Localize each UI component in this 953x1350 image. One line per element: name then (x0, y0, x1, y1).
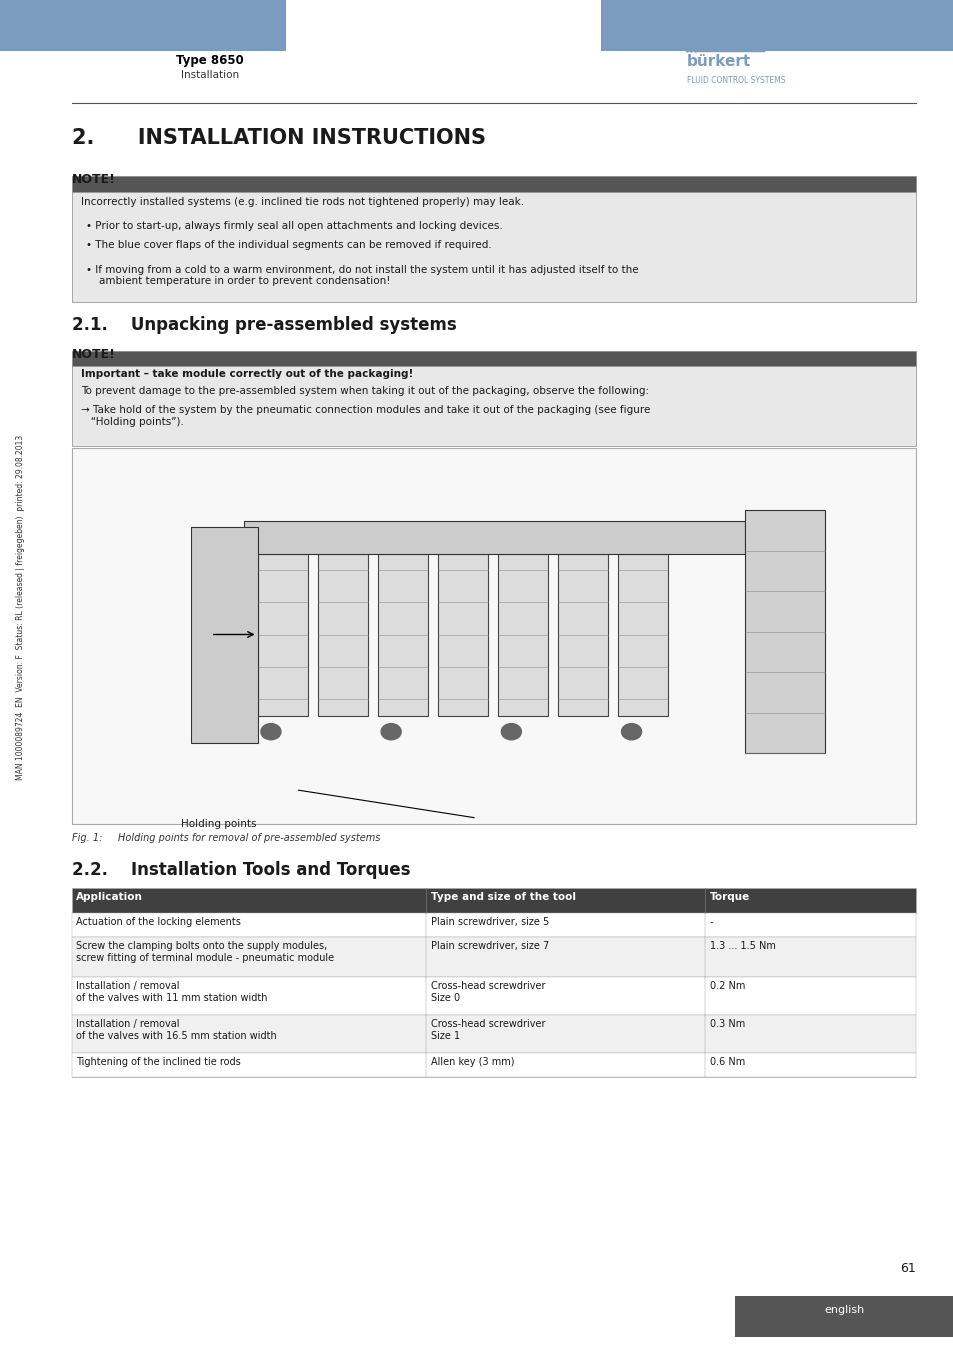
Bar (618, 554, 667, 716)
Text: MAN 1000089724  EN  Version: F  Status: RL (released | freigegeben)  printed: 29: MAN 1000089724 EN Version: F Status: RL … (16, 435, 26, 780)
Bar (558, 554, 608, 716)
Text: To prevent damage to the pre-assembled system when taking it out of the packagin: To prevent damage to the pre-assembled s… (81, 386, 649, 396)
Text: 1.3 ... 1.5 Nm: 1.3 ... 1.5 Nm (709, 941, 775, 950)
FancyBboxPatch shape (71, 1015, 915, 1053)
Text: 0.3 Nm: 0.3 Nm (709, 1019, 744, 1029)
Text: Type and size of the tool: Type and size of the tool (431, 892, 576, 902)
Bar (317, 554, 367, 716)
Text: Tightening of the inclined tie rods: Tightening of the inclined tie rods (76, 1057, 241, 1066)
FancyBboxPatch shape (734, 1296, 953, 1336)
Text: 2.1.    Unpacking pre-assembled systems: 2.1. Unpacking pre-assembled systems (71, 316, 456, 333)
Text: -: - (709, 917, 712, 926)
Bar (437, 554, 487, 716)
Bar (497, 554, 547, 716)
Text: Incorrectly installed systems (e.g. inclined tie rods not tightened properly) ma: Incorrectly installed systems (e.g. incl… (81, 197, 523, 207)
Bar (377, 554, 427, 716)
Text: bürkert: bürkert (686, 54, 750, 69)
Text: • Prior to start-up, always firmly seal all open attachments and locking devices: • Prior to start-up, always firmly seal … (86, 221, 502, 231)
Text: 2.      INSTALLATION INSTRUCTIONS: 2. INSTALLATION INSTRUCTIONS (71, 128, 485, 148)
FancyBboxPatch shape (71, 448, 915, 824)
Circle shape (620, 724, 640, 740)
FancyBboxPatch shape (71, 977, 915, 1015)
Text: 0.2 Nm: 0.2 Nm (709, 981, 744, 991)
Text: NOTE!: NOTE! (71, 173, 115, 186)
Text: Type 8650: Type 8650 (175, 54, 244, 68)
FancyBboxPatch shape (71, 351, 915, 366)
FancyBboxPatch shape (71, 176, 915, 192)
FancyBboxPatch shape (71, 888, 915, 913)
FancyBboxPatch shape (71, 366, 915, 446)
Circle shape (261, 724, 280, 740)
Text: Plain screwdriver, size 5: Plain screwdriver, size 5 (431, 917, 549, 926)
Text: Actuation of the locking elements: Actuation of the locking elements (76, 917, 241, 926)
Text: Important – take module correctly out of the packaging!: Important – take module correctly out of… (81, 369, 413, 378)
Text: FLUID CONTROL SYSTEMS: FLUID CONTROL SYSTEMS (686, 76, 784, 85)
Text: → Take hold of the system by the pneumatic connection modules and take it out of: → Take hold of the system by the pneumat… (81, 405, 650, 427)
Text: Cross-head screwdriver
Size 0: Cross-head screwdriver Size 0 (431, 981, 545, 1003)
Text: Allen key (3 mm): Allen key (3 mm) (431, 1057, 514, 1066)
Circle shape (381, 724, 400, 740)
Bar (744, 510, 824, 753)
Circle shape (501, 724, 520, 740)
Text: Screw the clamping bolts onto the supply modules,
screw fitting of terminal modu: Screw the clamping bolts onto the supply… (76, 941, 335, 963)
Text: 61: 61 (899, 1262, 915, 1276)
Text: english: english (823, 1305, 863, 1315)
FancyBboxPatch shape (71, 1053, 915, 1077)
Text: Plain screwdriver, size 7: Plain screwdriver, size 7 (431, 941, 549, 950)
Text: Installation: Installation (181, 70, 238, 80)
Text: Application: Application (76, 892, 143, 902)
FancyBboxPatch shape (71, 937, 915, 977)
Text: Installation / removal
of the valves with 16.5 mm station width: Installation / removal of the valves wit… (76, 1019, 276, 1041)
Text: Torque: Torque (709, 892, 749, 902)
Text: Installation / removal
of the valves with 11 mm station width: Installation / removal of the valves wit… (76, 981, 268, 1003)
Text: • If moving from a cold to a warm environment, do not install the system until i: • If moving from a cold to a warm enviro… (86, 265, 638, 286)
FancyBboxPatch shape (0, 0, 286, 51)
Text: 2.2.    Installation Tools and Torques: 2.2. Installation Tools and Torques (71, 861, 410, 879)
Text: Cross-head screwdriver
Size 1: Cross-head screwdriver Size 1 (431, 1019, 545, 1041)
Text: • The blue cover flaps of the individual segments can be removed if required.: • The blue cover flaps of the individual… (86, 240, 491, 250)
Text: NOTE!: NOTE! (71, 348, 115, 362)
Text: Fig. 1:     Holding points for removal of pre-assembled systems: Fig. 1: Holding points for removal of pr… (71, 833, 379, 842)
FancyBboxPatch shape (600, 0, 953, 51)
FancyBboxPatch shape (71, 192, 915, 302)
Text: 0.6 Nm: 0.6 Nm (709, 1057, 744, 1066)
Bar (191, 526, 257, 742)
FancyBboxPatch shape (71, 913, 915, 937)
Bar (244, 521, 744, 554)
Text: Holding points: Holding points (181, 819, 256, 829)
Bar (257, 554, 307, 716)
